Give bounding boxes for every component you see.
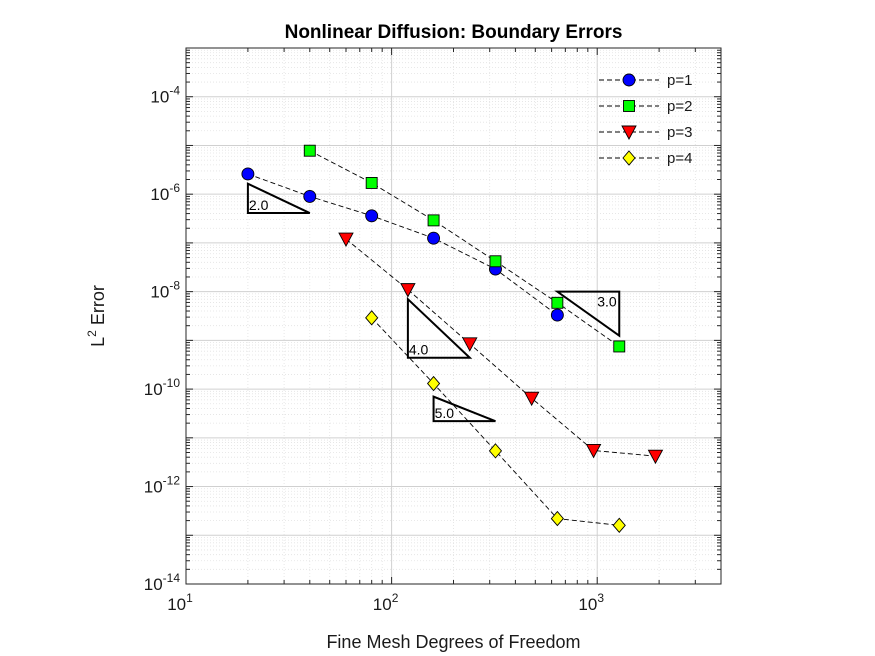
slope-triangle-label: 2.0 bbox=[249, 197, 269, 213]
legend-marker bbox=[623, 100, 635, 112]
y-tick-label: 10-6 bbox=[150, 181, 180, 204]
data-point bbox=[647, 449, 664, 465]
legend-label: p=1 bbox=[667, 72, 692, 89]
y-tick-label: 10-12 bbox=[144, 474, 181, 497]
slope-triangle-shape bbox=[432, 395, 496, 423]
series-p=3 bbox=[338, 232, 664, 465]
legend-entry: p=2 bbox=[599, 98, 692, 115]
data-point bbox=[303, 189, 317, 203]
data-point bbox=[365, 177, 378, 189]
slope-triangle: 2.0 bbox=[246, 182, 311, 215]
legend-entry: p=3 bbox=[599, 124, 692, 141]
data-point bbox=[427, 214, 440, 227]
data-point bbox=[489, 255, 502, 268]
slope-triangle: 3.0 bbox=[554, 290, 621, 338]
y-tick-label: 10-14 bbox=[144, 571, 181, 594]
legend-entry: p=1 bbox=[599, 72, 692, 89]
data-point bbox=[365, 209, 379, 223]
data-point bbox=[523, 391, 540, 407]
data-point bbox=[585, 444, 602, 459]
axis-ticks: 101 102 103 10-14 10-12 10-10 10-8 10-6 10-4 bbox=[144, 48, 722, 614]
data-point bbox=[462, 337, 478, 352]
data-point bbox=[426, 375, 441, 392]
series-p=2 bbox=[303, 144, 626, 353]
data-point bbox=[365, 310, 379, 326]
series-line bbox=[247, 173, 558, 316]
slope-triangle-label: 5.0 bbox=[435, 405, 455, 421]
slope-triangle-label: 4.0 bbox=[409, 342, 429, 358]
legend-marker bbox=[622, 73, 636, 87]
legend-label: p=3 bbox=[667, 124, 692, 141]
series-line bbox=[345, 238, 656, 457]
data-point bbox=[550, 510, 564, 527]
data-point bbox=[400, 283, 416, 298]
data-point bbox=[488, 443, 503, 459]
legend-marker bbox=[621, 125, 637, 140]
y-tick-label: 10-10 bbox=[144, 376, 181, 399]
data-point bbox=[241, 167, 255, 181]
data-point bbox=[427, 231, 441, 245]
data-point bbox=[612, 517, 626, 534]
data-series bbox=[241, 144, 664, 534]
data-point bbox=[613, 340, 626, 353]
series-line bbox=[309, 150, 620, 347]
chart-title: Nonlinear Diffusion: Boundary Errors bbox=[285, 22, 623, 43]
slope-triangles: 2.0 3.0 4.0 5.0 bbox=[246, 182, 621, 423]
legend: p=1 p=2 p=3 p=4 bbox=[599, 72, 692, 167]
slope-triangle-shape bbox=[406, 296, 473, 359]
series-p=1 bbox=[241, 167, 564, 322]
slope-triangle-shape bbox=[554, 290, 621, 338]
grid bbox=[185, 48, 722, 585]
slope-triangle: 5.0 bbox=[432, 395, 496, 423]
x-axis-label: Fine Mesh Degrees of Freedom bbox=[326, 632, 580, 652]
data-point bbox=[550, 308, 564, 322]
series-line bbox=[371, 317, 620, 526]
legend-label: p=4 bbox=[667, 150, 692, 167]
y-tick-label: 10-8 bbox=[150, 279, 180, 302]
series-p=4 bbox=[365, 310, 626, 534]
y-tick-label: 10-4 bbox=[150, 84, 180, 107]
data-point bbox=[303, 144, 316, 157]
legend-label: p=2 bbox=[667, 98, 692, 115]
slope-triangle-label: 3.0 bbox=[597, 294, 617, 310]
x-tick-label: 103 bbox=[578, 591, 604, 614]
slope-triangle: 4.0 bbox=[406, 296, 473, 359]
legend-marker bbox=[622, 150, 636, 166]
slope-triangle-shape bbox=[246, 182, 311, 215]
data-point bbox=[338, 232, 354, 247]
x-tick-label: 102 bbox=[373, 591, 399, 614]
legend-entry: p=4 bbox=[599, 150, 692, 167]
x-tick-label: 101 bbox=[167, 591, 193, 614]
data-point bbox=[551, 296, 564, 309]
y-axis-label: L2 Error bbox=[85, 285, 108, 347]
